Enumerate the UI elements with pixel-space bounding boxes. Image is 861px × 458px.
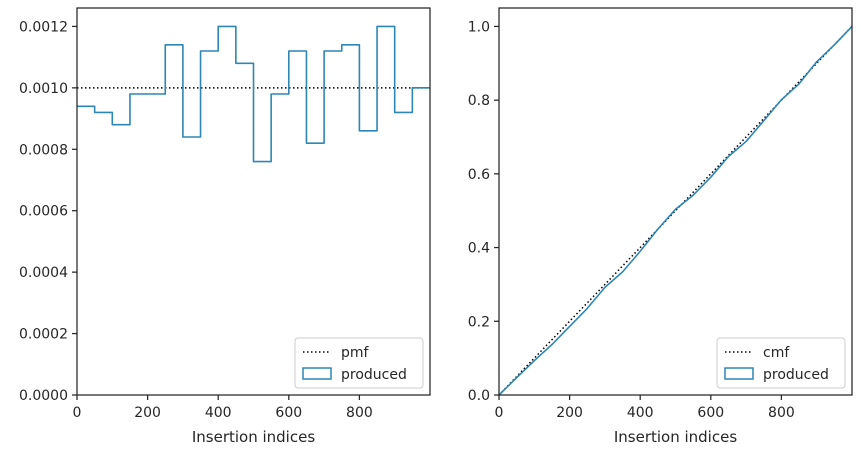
pmf-plot-area bbox=[77, 25, 430, 163]
pmf-legend-produced-swatch bbox=[302, 367, 332, 380]
cmf-x-tick-label: 600 bbox=[697, 405, 724, 421]
pmf-histogram-panel: 0.0000 0.0002 0.0004 0.0006 0.0008 0.0010 0.00… bbox=[19, 7, 431, 446]
cmf-y-tick-label: 0.4 bbox=[468, 241, 490, 257]
cmf-y-tick-label: 0.8 bbox=[468, 93, 490, 109]
cmf-series-produced bbox=[498, 25, 853, 396]
pmf-x-tick-label: 200 bbox=[134, 405, 161, 421]
pmf-x-tick-label: 400 bbox=[205, 405, 232, 421]
pmf-axes-frame bbox=[76, 7, 431, 396]
pmf-x-axis: 0 200 400 600 800 bbox=[73, 395, 373, 421]
cmf-x-tick-label: 0 bbox=[495, 405, 504, 421]
cmf-x-axis: 0 200 400 600 800 bbox=[495, 395, 795, 421]
cmf-y-tick-label: 0.2 bbox=[468, 314, 490, 330]
cmf-y-tick-label: 1.0 bbox=[468, 19, 490, 35]
pmf-y-tick-label: 0.0012 bbox=[19, 19, 68, 35]
cmf-plot-area bbox=[498, 25, 853, 396]
pmf-y-tick-label: 0.0000 bbox=[19, 388, 68, 404]
cmf-x-tick-label: 800 bbox=[768, 405, 795, 421]
pmf-x-axis-label: Insertion indices bbox=[192, 428, 315, 446]
cmf-x-tick-label: 400 bbox=[627, 405, 654, 421]
cmf-legend-label-cmf: cmf bbox=[763, 345, 790, 361]
cmf-y-tick-label: 0.0 bbox=[468, 388, 490, 404]
pmf-y-axis: 0.0000 0.0002 0.0004 0.0006 0.0008 0.0010 0.00… bbox=[19, 19, 77, 404]
pmf-y-tick-label: 0.0004 bbox=[19, 265, 68, 281]
cmf-axes-frame bbox=[498, 7, 853, 396]
pmf-y-tick-label: 0.0002 bbox=[19, 327, 68, 343]
cmf-series-cmf bbox=[498, 25, 853, 396]
pmf-y-tick-label: 0.0008 bbox=[19, 142, 68, 158]
pmf-legend: pmf produced bbox=[294, 337, 424, 389]
cmf-legend-produced-swatch bbox=[724, 367, 754, 380]
cmf-legend-box bbox=[716, 337, 846, 389]
pmf-legend-box bbox=[294, 337, 424, 389]
pmf-x-tick-label: 800 bbox=[346, 405, 373, 421]
pmf-x-tick-label: 0 bbox=[73, 405, 82, 421]
pmf-x-tick-label: 600 bbox=[275, 405, 302, 421]
cmf-y-tick-label: 0.6 bbox=[468, 167, 490, 183]
pmf-series-produced bbox=[77, 25, 430, 163]
cmf-legend: cmf produced bbox=[716, 337, 846, 389]
cmf-x-tick-label: 200 bbox=[556, 405, 583, 421]
pmf-legend-label-pmf: pmf bbox=[341, 345, 370, 361]
pmf-legend-label-produced: produced bbox=[341, 367, 407, 383]
cmf-x-axis-label: Insertion indices bbox=[614, 428, 737, 446]
pmf-y-tick-label: 0.0010 bbox=[19, 81, 68, 97]
pmf-y-tick-label: 0.0006 bbox=[19, 204, 68, 220]
cmf-y-axis: 0.0 0.2 0.4 0.6 0.8 1.0 bbox=[468, 19, 499, 404]
cmf-panel: 0.0 0.2 0.4 0.6 0.8 1.0 0 200 400 600 800 Inserti… bbox=[468, 7, 853, 446]
cmf-legend-label-produced: produced bbox=[763, 367, 829, 383]
